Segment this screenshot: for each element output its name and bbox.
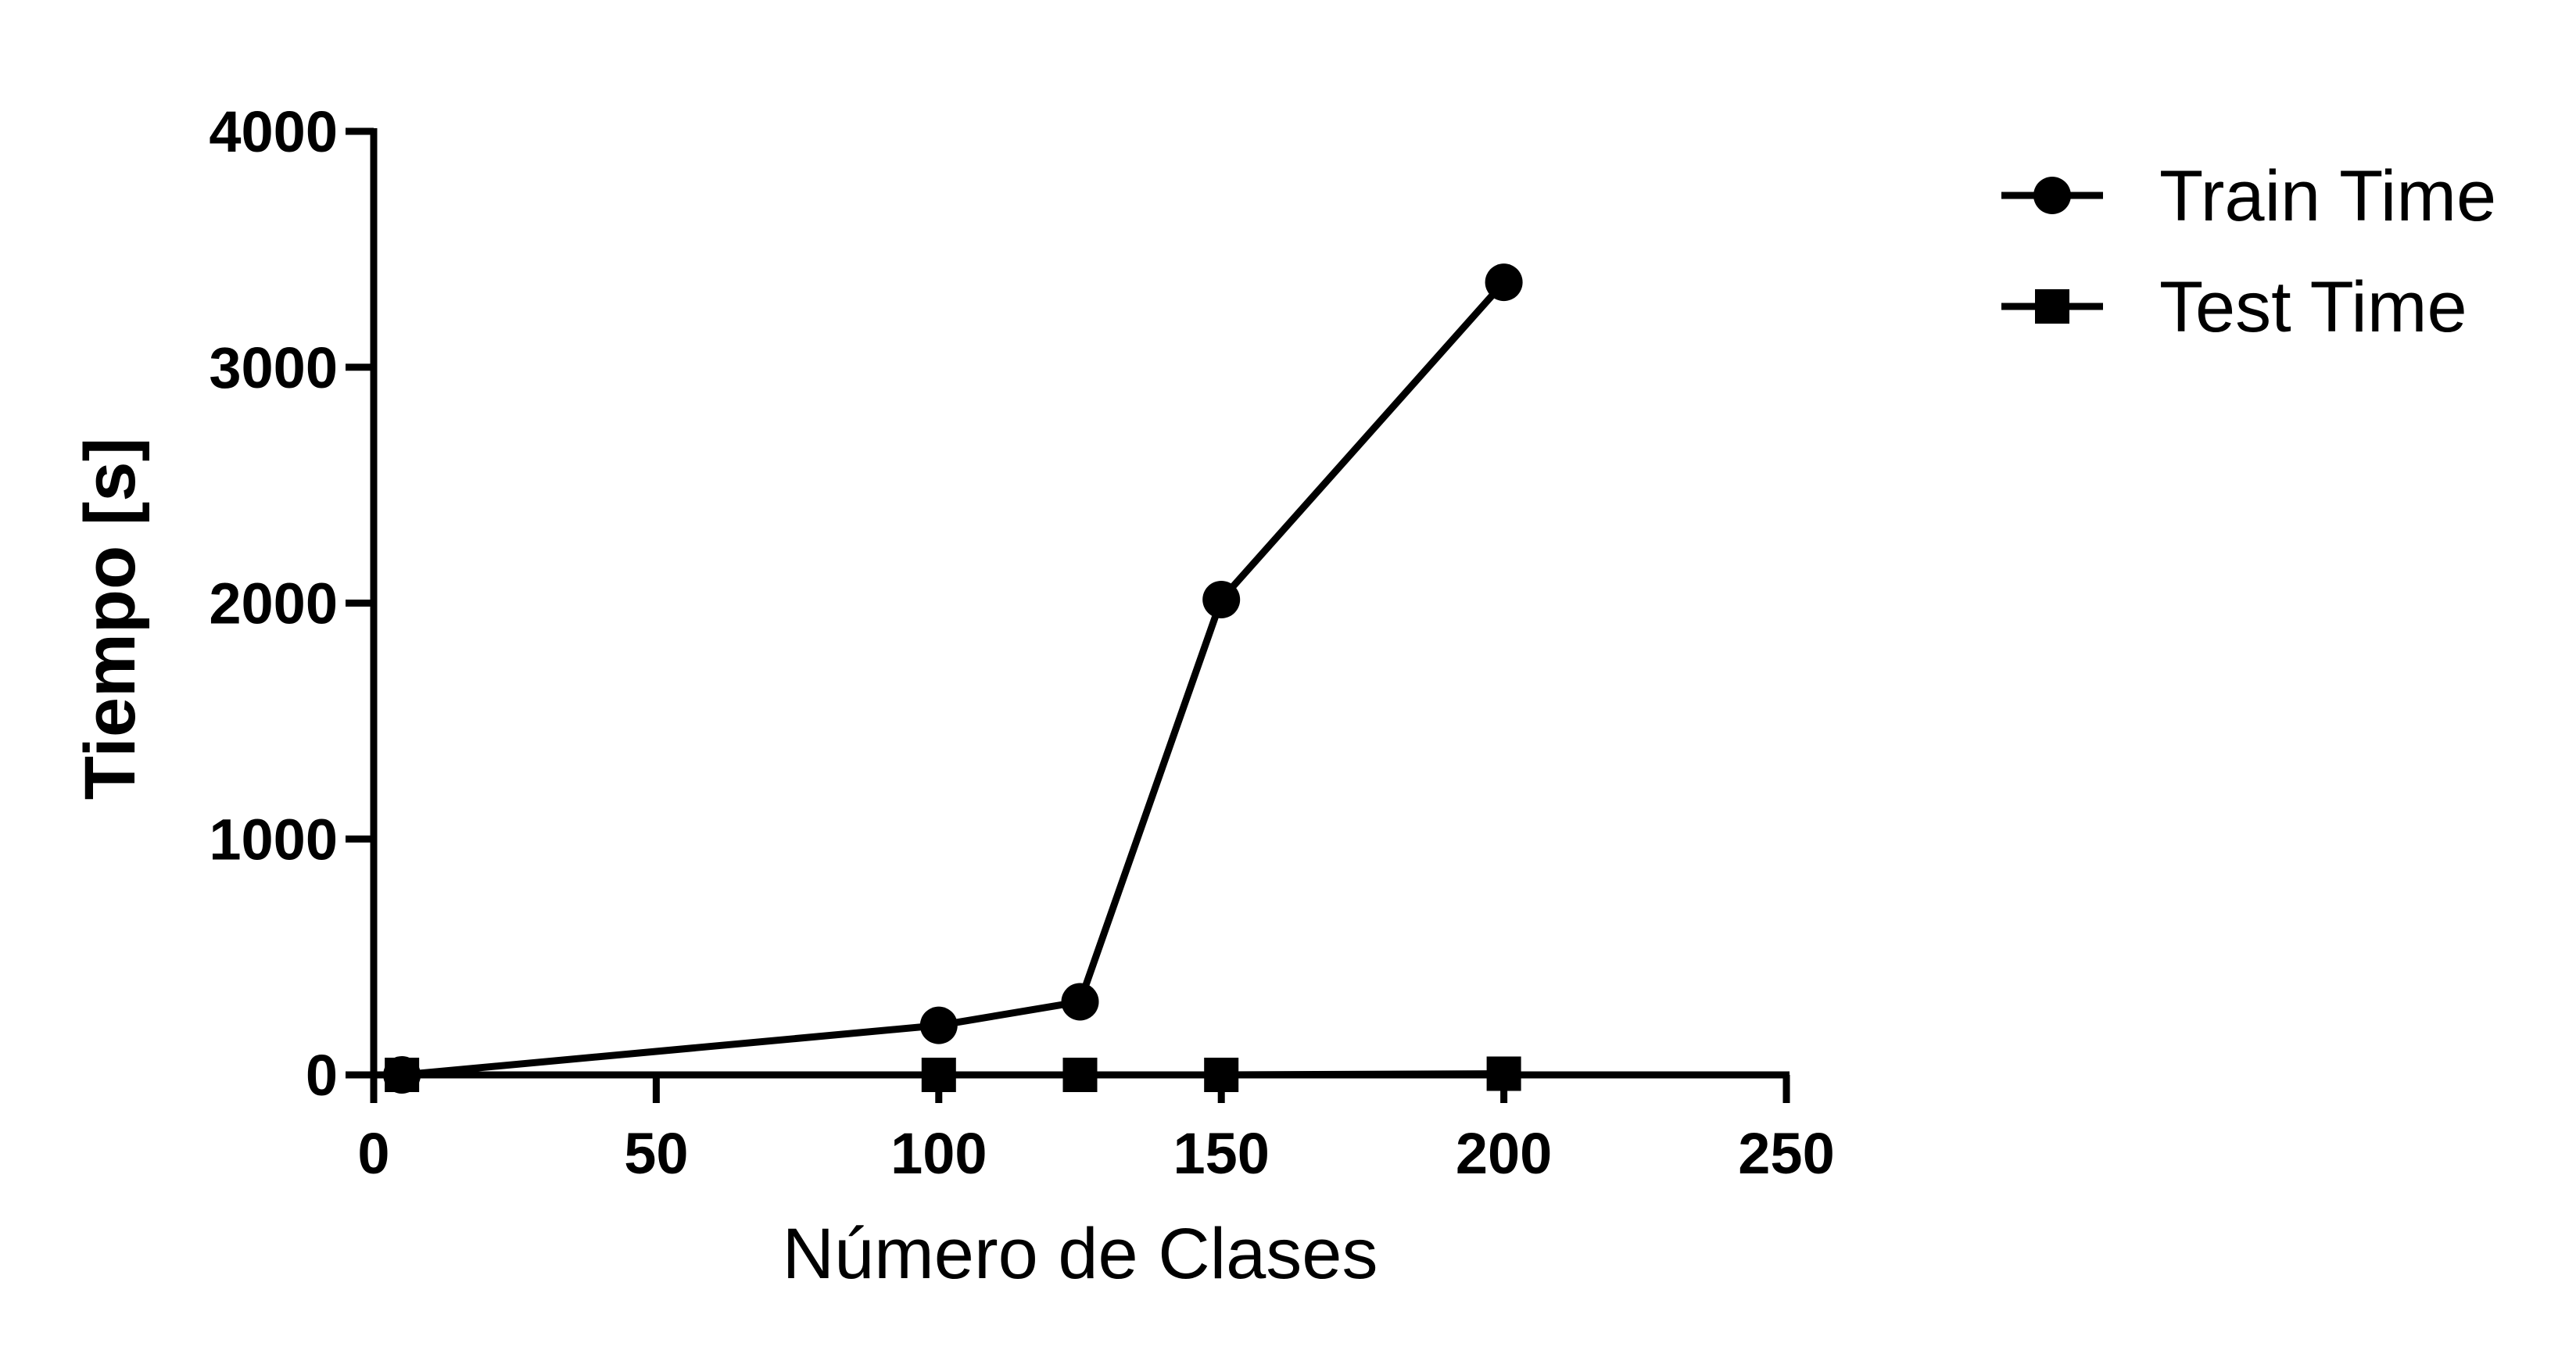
series-train-time	[383, 263, 1523, 1094]
legend-item: Train Time	[2001, 156, 2496, 236]
x-tick-label: 50	[624, 1121, 688, 1186]
data-point-square	[1204, 1058, 1239, 1092]
y-tick-label: 4000	[209, 99, 338, 164]
legend-label: Train Time	[2159, 156, 2496, 236]
series-layer	[383, 263, 1523, 1094]
y-tick-label: 3000	[209, 335, 338, 400]
series-test-time	[385, 1056, 1521, 1092]
x-tick-label: 100	[890, 1121, 987, 1186]
y-axis-ticks: 0 1000 2000 3000 4000	[209, 99, 374, 1108]
data-point-circle	[919, 1006, 958, 1044]
y-tick-label: 1000	[209, 807, 338, 872]
legend-item: Test Time	[2001, 267, 2467, 347]
data-point-square	[1062, 1058, 1098, 1092]
y-axis-title: Tiempo [s]	[70, 438, 150, 800]
data-point-square	[385, 1058, 420, 1092]
legend-marker-square	[2035, 289, 2069, 324]
x-tick-label: 250	[1738, 1121, 1834, 1186]
x-tick-label: 150	[1173, 1121, 1269, 1186]
data-point-circle	[1485, 263, 1523, 302]
x-tick-label: 200	[1456, 1121, 1552, 1186]
y-tick-label: 0	[306, 1043, 338, 1108]
x-axis-title: Número de Clases	[783, 1214, 1378, 1294]
series-line	[401, 280, 1507, 1079]
data-point-circle	[1061, 983, 1099, 1021]
y-tick-label: 2000	[209, 571, 338, 636]
axes	[346, 128, 1790, 1103]
x-axis-ticks: 0 50 100 150 200 250	[357, 1075, 1835, 1186]
data-point-circle	[1202, 580, 1241, 618]
data-point-square	[921, 1058, 956, 1092]
legend-label: Test Time	[2159, 267, 2467, 347]
legend: Train Time Test Time	[2001, 156, 2496, 347]
data-point-square	[1486, 1056, 1521, 1091]
legend-marker-circle	[2033, 177, 2071, 214]
x-tick-label: 0	[357, 1121, 389, 1186]
